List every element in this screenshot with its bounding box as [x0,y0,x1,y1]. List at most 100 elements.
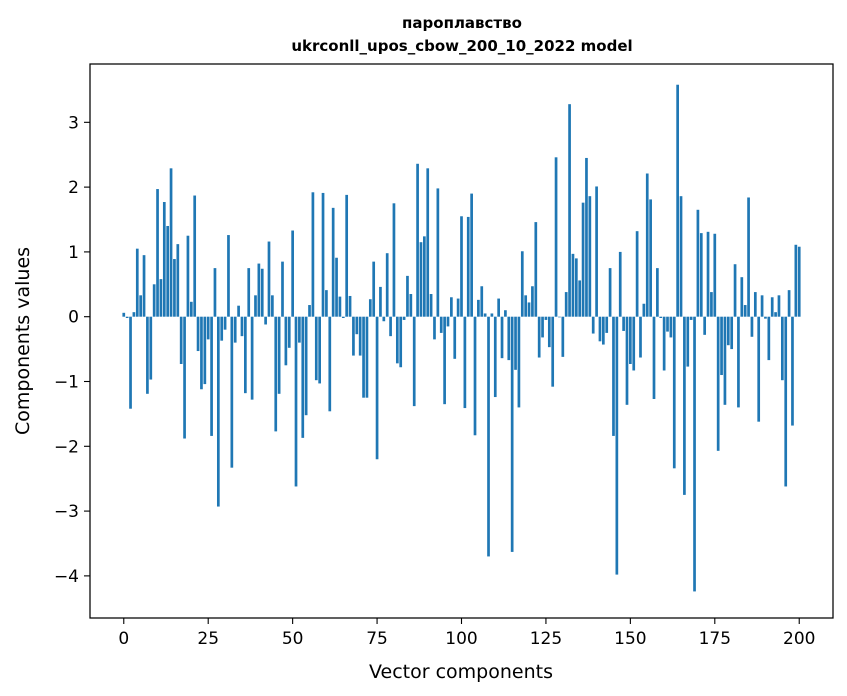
bar-165 [679,196,683,317]
bar-60 [325,290,328,317]
bar-163 [672,316,676,469]
bar-155 [645,173,649,317]
bar-106 [480,286,484,317]
bar-72 [365,316,369,398]
bar-169 [693,316,696,592]
bar-151 [632,316,636,371]
bar-160 [662,316,666,371]
bar-156 [649,199,652,317]
bar-32 [230,316,234,468]
bar-166 [683,316,686,495]
y-tick-label: 0 [68,308,79,328]
y-tick-label: −2 [54,437,79,457]
y-tick-label: 1 [68,243,79,263]
bar-159 [659,316,663,318]
bar-100 [460,216,463,317]
bar-147 [618,251,622,317]
bar-119 [524,295,528,317]
bar-84 [406,275,409,317]
bar-81 [395,316,399,364]
bar-182 [737,316,740,408]
bar-36 [244,316,247,394]
bar-10 [156,189,159,317]
bar-157 [652,316,656,399]
bar-53 [301,316,305,438]
bar-117 [517,316,521,408]
bar-184 [743,305,747,317]
bar-149 [625,316,629,405]
bar-111 [497,298,500,317]
bar-63 [335,257,338,317]
y-axis-label: Components values [12,247,34,435]
bar-34 [237,305,240,317]
bar-74 [372,261,376,317]
bar-170 [696,209,700,317]
x-tick-label: 125 [530,629,562,649]
x-tick-label: 50 [282,629,304,649]
bar-61 [328,316,332,412]
bar-134 [574,258,578,317]
bar-191 [767,316,771,361]
bar-153 [639,316,642,358]
bar-43 [267,241,271,317]
bar-20 [189,301,193,317]
bar-101 [463,316,467,409]
bar-40 [257,263,261,317]
bar-188 [757,316,761,422]
x-axis-label: Vector components [369,661,553,683]
bar-193 [774,312,777,317]
bar-174 [710,292,713,317]
bar-21 [193,195,197,317]
bar-6 [142,255,146,317]
bar-121 [531,286,534,317]
bar-99 [456,298,460,317]
bar-109 [490,313,494,317]
bar-187 [753,292,757,317]
bar-154 [642,303,646,317]
bar-5 [139,295,143,317]
bar-37 [247,268,251,317]
bar-68 [352,316,355,356]
bar-145 [612,316,615,436]
bar-1 [125,316,129,318]
bar-8 [149,316,153,380]
bar-110 [493,316,497,398]
bar-140 [595,186,598,317]
bar-2 [129,316,132,409]
bar-137 [585,157,588,317]
bar-39 [254,295,257,317]
bar-130 [561,316,565,357]
bar-178 [723,316,727,405]
bar-85 [409,294,413,317]
bar-17 [179,316,183,364]
x-tick-label: 75 [366,629,388,649]
bar-28 [216,316,220,507]
bar-122 [534,222,538,317]
bar-69 [355,316,359,335]
y-tick-label: −4 [54,567,79,587]
bar-129 [558,316,561,318]
bar-87 [416,163,419,317]
bar-44 [271,295,274,317]
bar-144 [608,268,612,317]
bar-88 [419,242,423,317]
bar-105 [477,299,480,317]
bar-30 [223,316,227,330]
bar-38 [250,316,254,400]
bar-161 [666,316,669,332]
bar-180 [730,316,734,350]
bar-51 [294,316,298,487]
bar-199 [794,244,798,317]
bar-67 [348,295,352,317]
bar-177 [720,316,723,376]
bar-66 [345,194,349,317]
bar-135 [578,280,582,317]
bar-46 [277,316,281,394]
bar-3 [132,312,136,317]
bar-107 [483,313,487,317]
bar-12 [162,202,166,317]
bar-176 [716,316,720,451]
x-tick-label: 200 [783,629,815,649]
bar-96 [446,316,450,327]
bar-112 [500,316,504,359]
